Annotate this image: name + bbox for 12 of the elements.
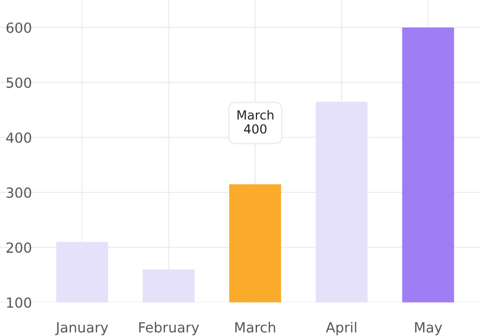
annotation: March 400 [238,110,274,134]
y-tick-label: 300 [6,187,32,198]
x-tick-label: May [415,322,442,336]
y-tick-label: 200 [6,242,32,253]
x-tick-label: January [55,322,108,336]
x-tick-label: February [139,322,200,336]
y-tick-label: 100 [7,297,32,308]
y-tick-label: 600 [6,22,32,33]
y-tick-label: 500 [6,77,32,88]
x-tick-label: April [326,322,356,336]
y-tick-label: 400 [6,132,32,143]
x-tick-label: March [235,322,276,333]
